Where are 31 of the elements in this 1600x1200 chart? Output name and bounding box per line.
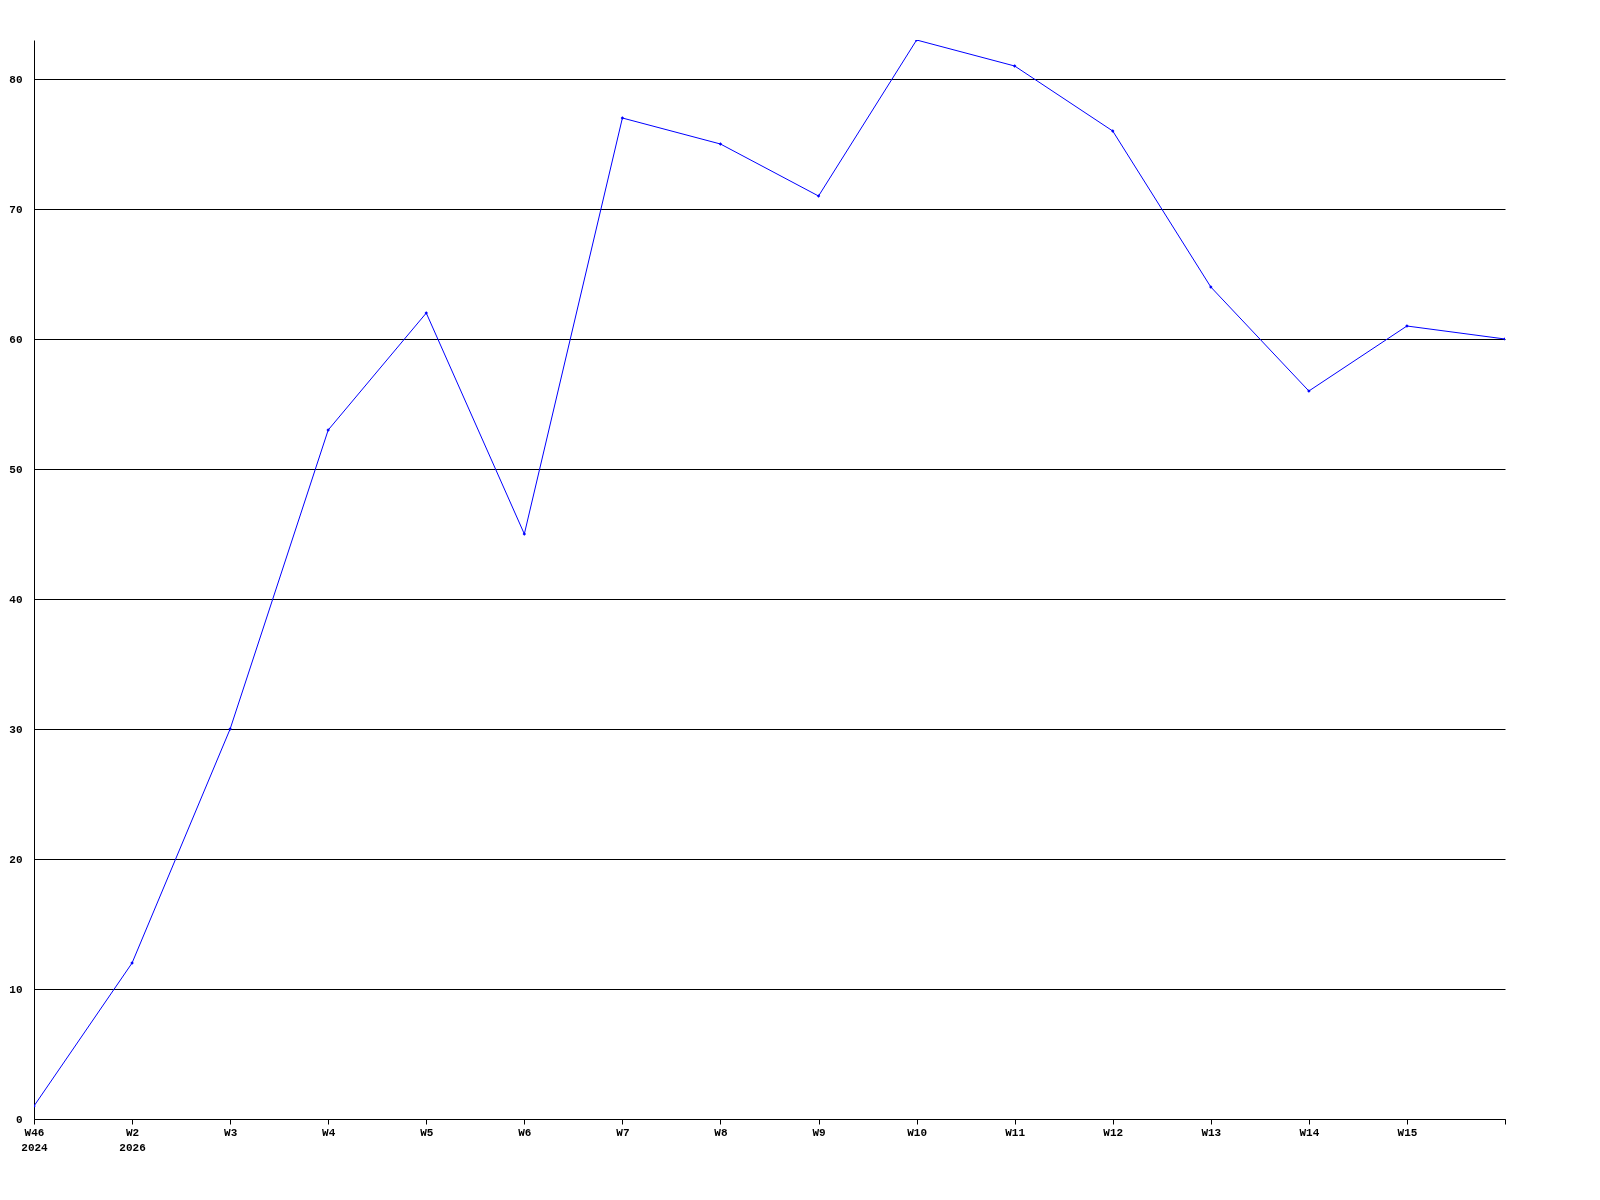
x-tick-label: W5 [420,1126,434,1139]
x-tick-label: W3 [224,1126,238,1139]
point [522,532,527,536]
y-tick-label: 0 [15,1113,23,1126]
x-tick-label: W11 [1005,1126,1026,1139]
y-tick-label: 30 [9,723,23,736]
y-tick-label: 40 [9,593,23,606]
y-tick-label: 60 [9,333,23,346]
x-tick-label: W13 [1201,1126,1222,1139]
x-tick-label: W6 [518,1126,532,1139]
point [1012,64,1017,68]
x-tick-label: W15 [1397,1126,1418,1139]
y-tick-label: 70 [9,203,23,216]
y-tick-label: 50 [9,463,23,476]
y-tick-label: 20 [9,853,23,866]
x-tick-label: W9 [812,1126,826,1139]
x-tick-label: W46 2024 [21,1126,49,1154]
x-tick-label: W10 [907,1126,928,1139]
point [1111,129,1115,133]
point [620,116,625,120]
line-series [34,40,1505,1108]
y-tick-label: 10 [9,983,23,996]
x-tick-label: W2 2026 [119,1126,146,1154]
x-tick-label: W12 [1103,1126,1124,1139]
x-tick-label: W8 [714,1126,728,1139]
x-tick-label: W4 [322,1126,336,1139]
point [816,194,821,198]
x-tick-label: W7 [616,1126,630,1139]
x-tick-label: W14 [1299,1126,1320,1139]
point [718,142,723,146]
y-tick-label: 80 [9,73,23,86]
